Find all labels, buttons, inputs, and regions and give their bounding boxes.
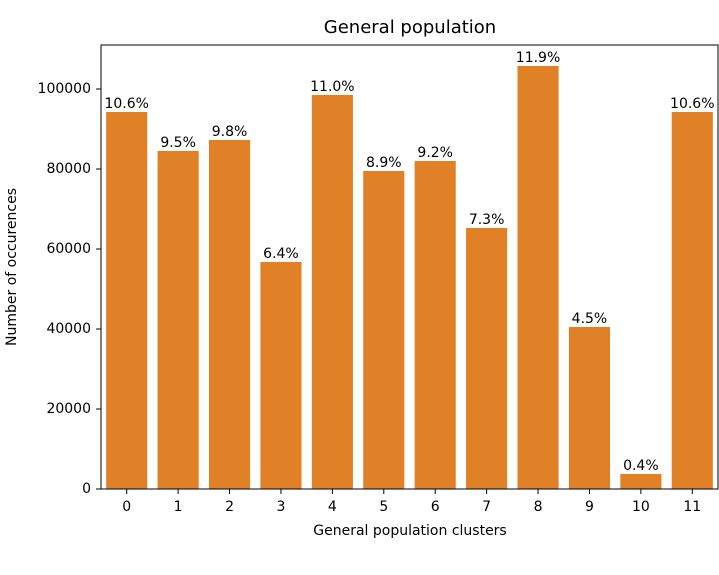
bar — [260, 262, 302, 489]
bar — [466, 228, 508, 489]
x-tick-label: 2 — [225, 499, 234, 515]
bar-label: 10.6% — [670, 96, 714, 112]
y-tick-label: 100000 — [38, 81, 91, 97]
bar — [517, 66, 559, 489]
bar — [208, 140, 251, 489]
y-tick-label: 0 — [82, 481, 91, 497]
x-tick-label: 5 — [379, 499, 388, 515]
bar — [620, 474, 662, 489]
bar-label: 11.0% — [310, 79, 354, 95]
bar — [106, 112, 148, 489]
y-tick-label: 80000 — [46, 161, 91, 177]
x-tick-label: 1 — [174, 499, 183, 515]
x-tick-label: 0 — [122, 499, 131, 515]
bar-label: 10.6% — [104, 96, 148, 112]
x-tick-label: 10 — [632, 499, 650, 515]
x-tick-label: 8 — [534, 499, 543, 515]
bar-label: 9.2% — [417, 145, 453, 161]
bar — [671, 112, 713, 489]
bar — [363, 171, 405, 489]
plot-frame — [100, 44, 719, 490]
bar — [414, 161, 456, 489]
bar — [311, 95, 353, 489]
bar-label: 9.5% — [160, 135, 196, 151]
bar-label: 6.4% — [263, 246, 299, 262]
x-tick-label: 3 — [276, 499, 285, 515]
x-tick-label: 9 — [585, 499, 594, 515]
bar — [157, 151, 199, 489]
y-axis-label: Number of occurences — [4, 188, 20, 346]
x-tick-label: 4 — [328, 499, 337, 515]
bar-label: 0.4% — [623, 458, 659, 474]
bar — [568, 327, 611, 489]
y-tick-label: 40000 — [46, 321, 91, 337]
chart-title: General population — [324, 17, 496, 38]
bar-label: 4.5% — [572, 311, 608, 327]
bar-label: 11.9% — [516, 50, 560, 66]
y-tick-label: 20000 — [46, 401, 91, 417]
bar-label: 8.9% — [366, 155, 402, 171]
x-tick-label: 6 — [431, 499, 440, 515]
bar-label: 9.8% — [212, 124, 248, 140]
x-axis-label: General population clusters — [313, 523, 506, 539]
y-tick-label: 60000 — [46, 241, 91, 257]
x-tick-label: 7 — [482, 499, 491, 515]
x-tick-label: 11 — [683, 499, 701, 515]
bar-label: 7.3% — [469, 212, 505, 228]
